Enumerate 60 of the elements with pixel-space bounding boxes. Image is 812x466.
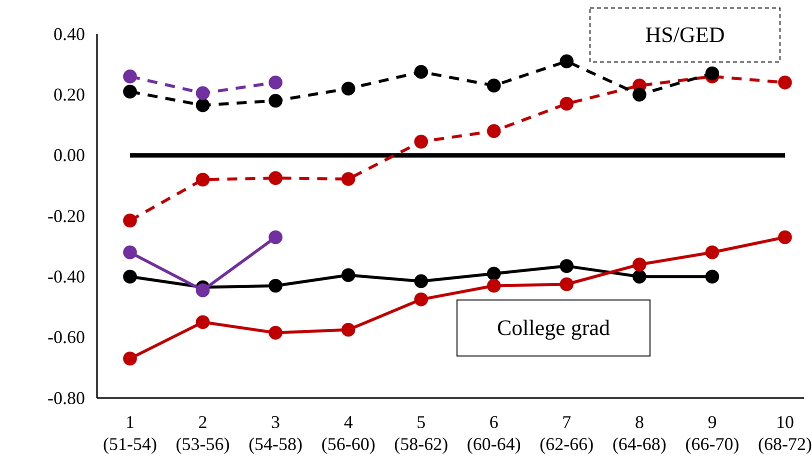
x-tick-label: 8 (64-68) [612,412,666,454]
point [414,65,428,79]
annotation: HS/GED [645,22,725,47]
point [632,258,646,272]
y-tick-label: -0.20 [48,206,85,226]
point [414,274,428,288]
point [196,86,210,100]
y-tick-label: -0.60 [48,327,85,348]
y-tick-label: 0.40 [54,24,85,44]
point [414,292,428,306]
point [705,270,720,284]
x-tick-label: 3 (54-58) [248,412,303,454]
point [123,84,137,99]
point [486,78,501,92]
point [341,172,356,186]
x-tick-label: 1 (51-54) [103,412,157,454]
point [123,270,137,284]
point [268,326,282,340]
point [486,278,501,293]
x-tick-label: 2 (53-56) [176,412,230,454]
point [268,76,282,90]
point [196,315,210,330]
x-tick-label: 10 (68-72) [758,412,812,454]
point [196,98,210,112]
x-tick-label: 9 (66-70) [685,412,740,454]
point [414,134,428,149]
y-tick-label: -0.40 [48,266,85,286]
point [560,277,574,292]
point [486,266,501,281]
point [123,246,137,260]
point [123,214,137,228]
point [705,246,720,260]
x-tick-label: 5 (58-62) [394,412,448,454]
point [123,352,137,366]
point [196,172,210,186]
point [560,96,574,111]
y-tick-label: 0.20 [54,84,85,104]
annotation: College grad [496,315,610,340]
point [341,82,356,96]
x-tick-label: 7 (62-66) [540,412,594,454]
point [632,270,646,284]
y-tick-label: 0.00 [54,145,85,166]
point [341,322,356,337]
x-tick-label: 6 (60-64) [466,412,521,454]
point [560,54,574,68]
x-tick-label: 4 (56-60) [321,412,376,454]
point [268,171,282,185]
point [341,268,356,282]
point [268,278,282,293]
point [705,66,720,80]
point [778,76,792,90]
y-tick-label: -0.80 [48,388,85,408]
point [196,283,210,298]
point [632,88,646,102]
point [560,259,574,273]
point [778,230,792,244]
point [268,230,282,244]
point [486,124,501,138]
point [268,94,282,108]
point [123,70,137,84]
